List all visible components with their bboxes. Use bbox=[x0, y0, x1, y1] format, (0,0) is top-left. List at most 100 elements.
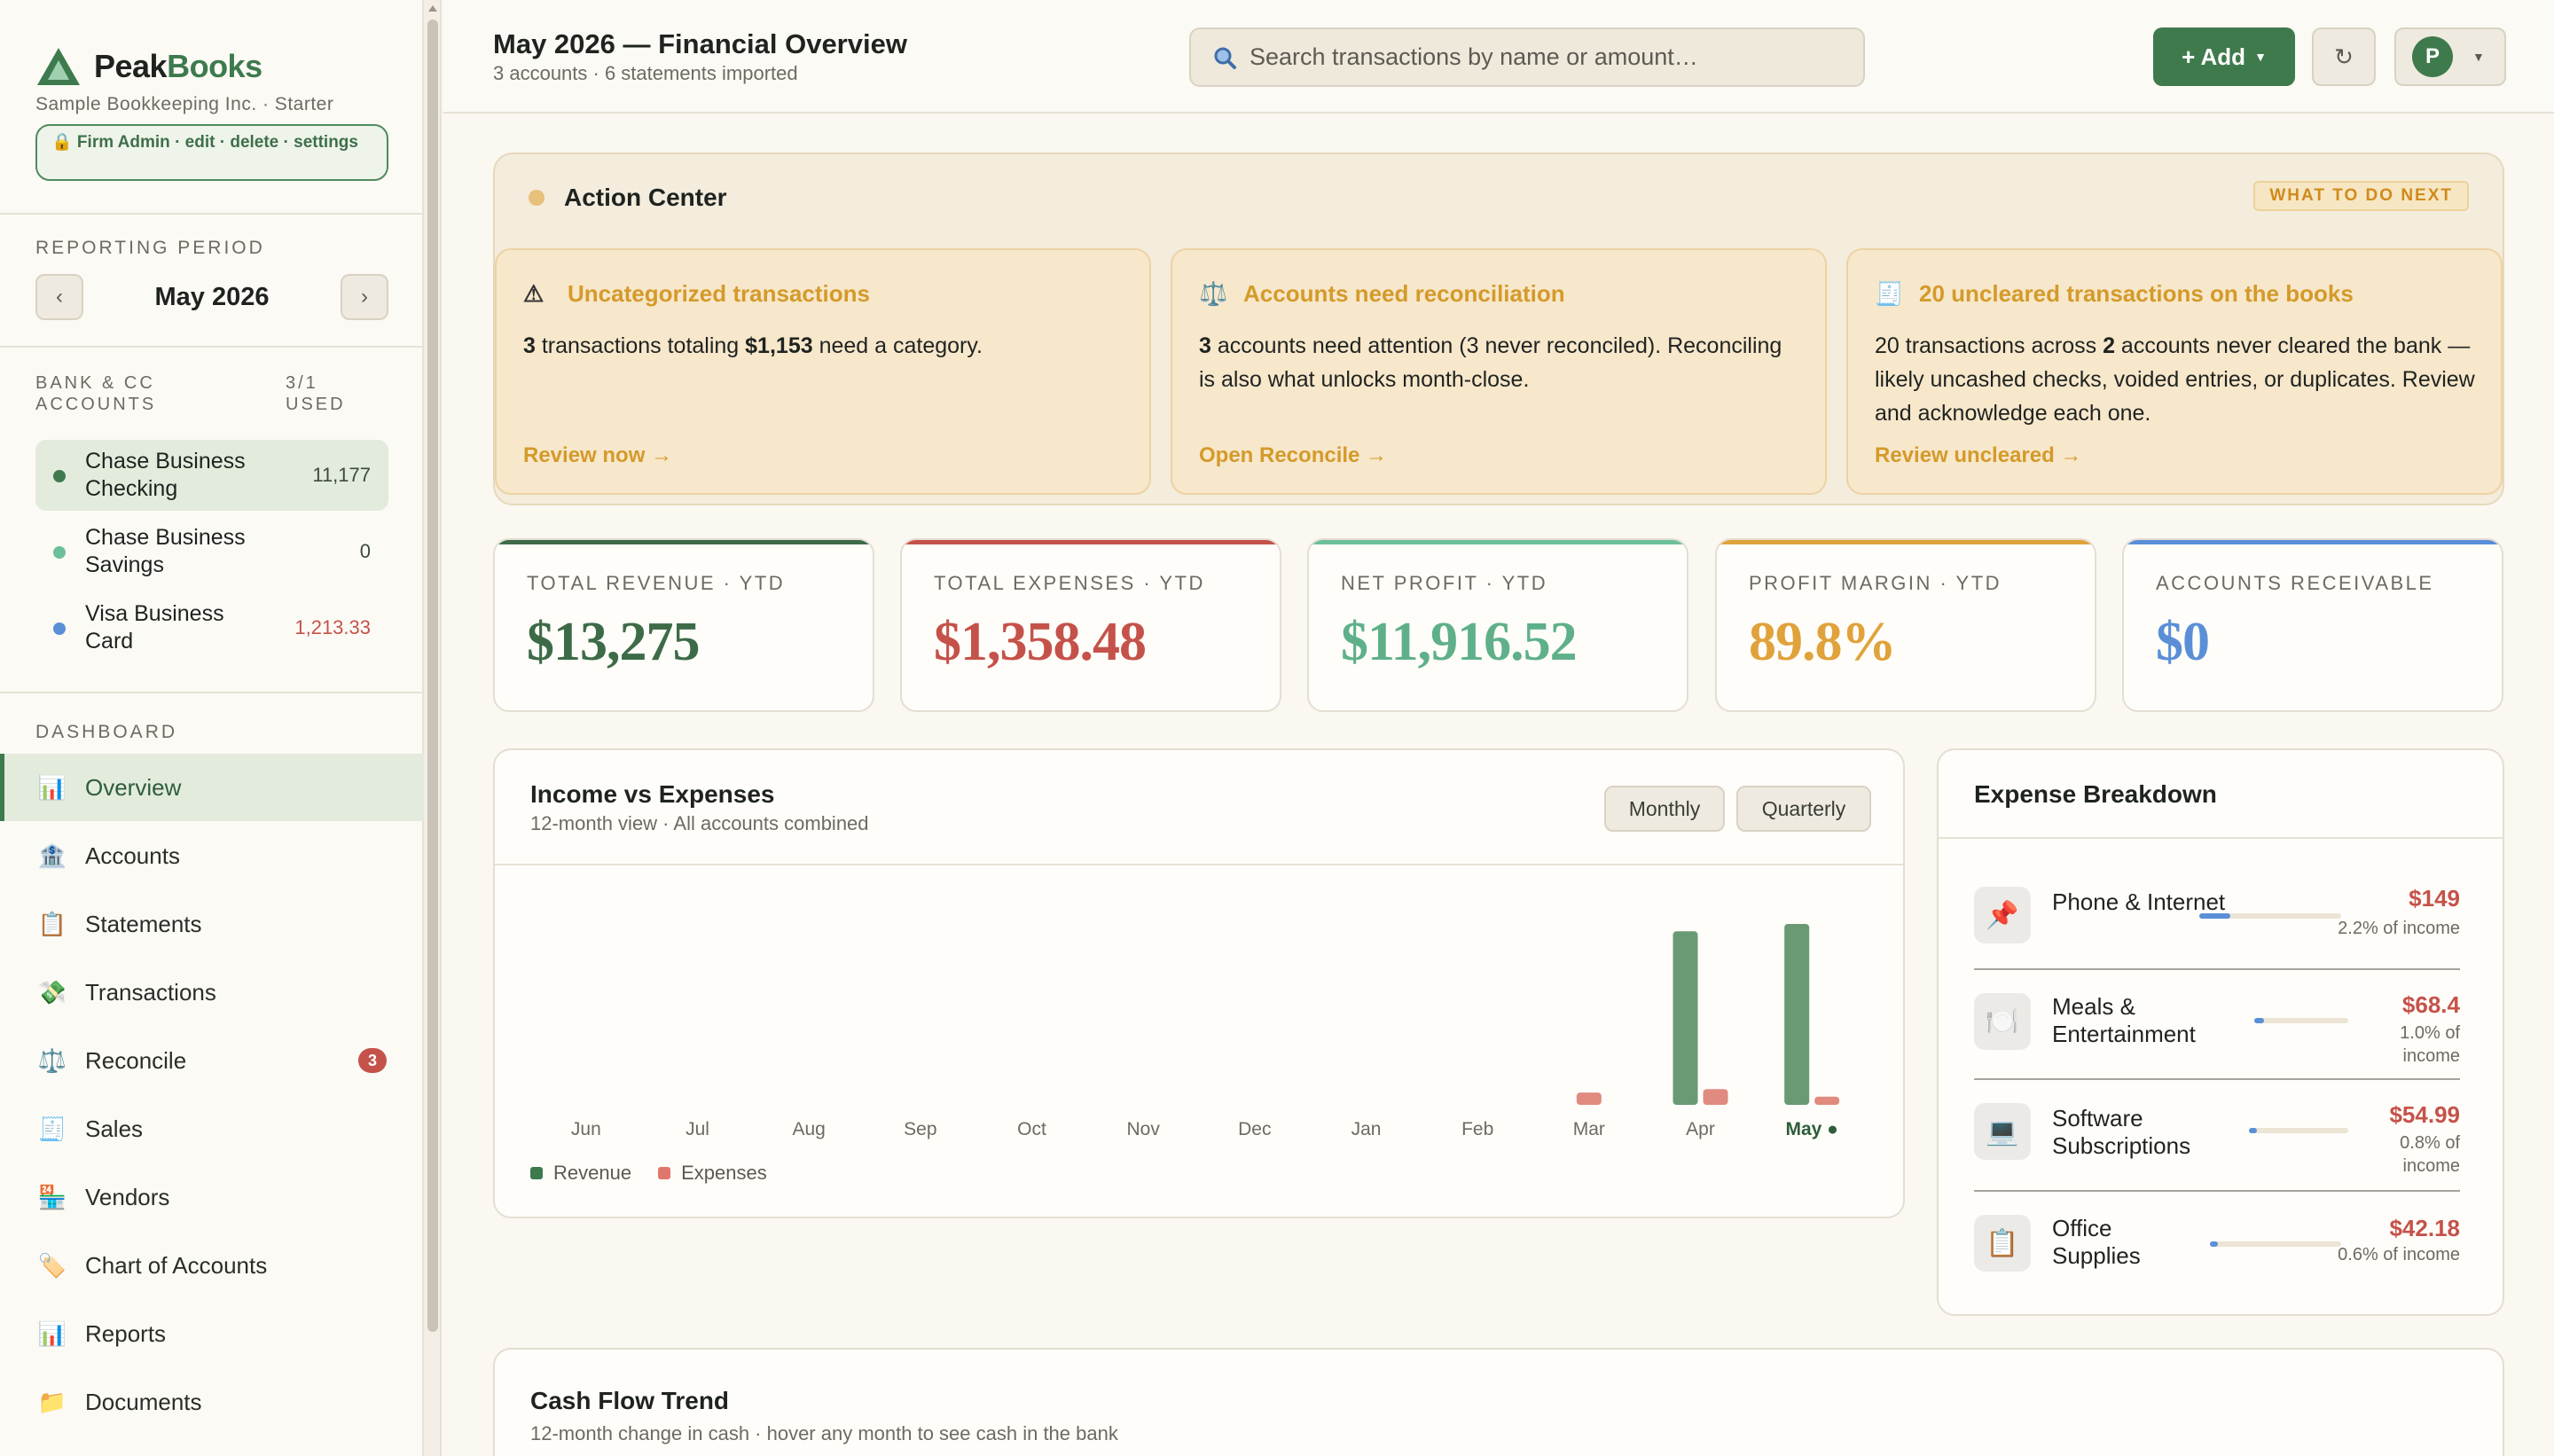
kpi-profit-margin: PROFIT MARGIN · YTD 89.8% bbox=[1715, 538, 2096, 712]
divider bbox=[1974, 1190, 2460, 1192]
expense-category: Office Supplies bbox=[2052, 1215, 2141, 1269]
sidebar-item-label: Accounts bbox=[85, 842, 180, 869]
brand-name: PeakBooks bbox=[94, 48, 262, 84]
legend-expenses: Expenses bbox=[658, 1162, 767, 1185]
expense-row-phone-internet[interactable]: 📌 Phone & Internet $149 2.2% of income bbox=[1974, 885, 2460, 943]
sidebar-item-reconcile[interactable]: ⚖️ Reconcile 3 bbox=[0, 1027, 424, 1094]
expense-share-fill bbox=[2199, 913, 2231, 919]
expense-row-office-supplies[interactable]: 📋 Office Supplies $42.18 0.6% of income bbox=[1974, 1208, 2460, 1279]
expense-bar[interactable] bbox=[1576, 1092, 1602, 1105]
x-tick-label: Mar bbox=[1573, 1119, 1605, 1139]
sidebar-item-transactions[interactable]: 💸 Transactions bbox=[0, 959, 424, 1026]
divider bbox=[1974, 968, 2460, 970]
kpi-label: TOTAL EXPENSES · YTD bbox=[934, 572, 1205, 594]
sidebar-item-label: Transactions bbox=[85, 978, 216, 1006]
revenue-bar[interactable] bbox=[1673, 931, 1698, 1105]
search-input[interactable] bbox=[1250, 43, 1853, 71]
reconcile-count-badge: 3 bbox=[358, 1048, 387, 1073]
add-button[interactable]: + Add ▼ bbox=[2153, 27, 2295, 86]
sidebar-item-label: Reports bbox=[85, 1319, 167, 1347]
kpi-total-expenses: TOTAL EXPENSES · YTD $1,358.48 bbox=[900, 538, 1281, 712]
plate-icon: 🍽️ bbox=[1974, 993, 2031, 1050]
revenue-swatch bbox=[530, 1167, 543, 1179]
search-icon bbox=[1214, 47, 1236, 69]
user-menu-button[interactable]: P ▼ bbox=[2394, 27, 2506, 86]
kpi-net-profit: NET PROFIT · YTD $11,916.52 bbox=[1307, 538, 1688, 712]
scrollbar-thumb[interactable] bbox=[427, 20, 438, 1332]
accounts-usage: 3/1 USED bbox=[286, 373, 346, 414]
expense-breakdown-card: Expense Breakdown 📌 Phone & Internet $14… bbox=[1937, 748, 2504, 1316]
kpi-label: ACCOUNTS RECEIVABLE bbox=[2156, 572, 2434, 594]
divider bbox=[0, 346, 424, 348]
sidebar-item-vendors[interactable]: 🏪 Vendors bbox=[0, 1163, 424, 1231]
kpi-accounts-receivable: ACCOUNTS RECEIVABLE $0 bbox=[2122, 538, 2503, 712]
next-period-button[interactable]: › bbox=[341, 274, 388, 320]
prev-period-button[interactable]: ‹ bbox=[35, 274, 83, 320]
refresh-icon: ↻ bbox=[2334, 43, 2354, 70]
kpi-label: PROFIT MARGIN · YTD bbox=[1749, 572, 2002, 594]
account-status-dot bbox=[53, 622, 66, 635]
expense-row-software[interactable]: 💻 Software Subscriptions $54.99 0.8% of … bbox=[1974, 1100, 2460, 1179]
sidebar-item-overview[interactable]: 📊 Overview bbox=[0, 754, 424, 821]
money-icon: 💸 bbox=[37, 978, 67, 1006]
sidebar-item-reports[interactable]: 📊 Reports bbox=[0, 1300, 424, 1367]
divider bbox=[0, 692, 424, 693]
dashboard-label: DASHBOARD bbox=[35, 722, 178, 742]
sidebar-scrollbar[interactable] bbox=[424, 0, 442, 1456]
refresh-button[interactable]: ↻ bbox=[2312, 27, 2376, 86]
expense-share-bar bbox=[2199, 913, 2341, 919]
account-name: Chase Business Savings bbox=[85, 525, 246, 577]
expenses-swatch bbox=[658, 1167, 671, 1179]
x-tick-label: Jan bbox=[1351, 1119, 1382, 1139]
brand[interactable]: PeakBooks bbox=[35, 46, 262, 87]
cash-flow-title: Cash Flow Trend bbox=[530, 1387, 730, 1414]
review-uncleared-link[interactable]: Review uncleared → bbox=[1875, 443, 2082, 467]
action-card-uncategorized: ⚠ Uncategorized transactions 3 transactio… bbox=[495, 248, 1151, 495]
expense-amount: $54.99 bbox=[2389, 1101, 2460, 1128]
account-item-chase-savings[interactable]: Chase Business Savings 0 bbox=[35, 516, 388, 587]
account-name: Chase Business Checking bbox=[85, 449, 246, 501]
sidebar-item-label: Reconcile bbox=[85, 1046, 187, 1074]
x-tick-label: Aug bbox=[792, 1119, 825, 1139]
x-tick-label: Jun bbox=[571, 1119, 601, 1139]
sidebar-item-documents[interactable]: 📁 Documents bbox=[0, 1368, 424, 1436]
expense-bar[interactable] bbox=[1814, 1096, 1840, 1105]
sidebar-item-label: Vendors bbox=[85, 1183, 170, 1210]
clipboard-icon: 📋 bbox=[37, 910, 67, 937]
expense-category: Phone & Internet bbox=[2052, 888, 2226, 915]
expense-category: Software Subscriptions bbox=[2052, 1105, 2191, 1159]
review-now-link[interactable]: Review now → bbox=[523, 443, 673, 467]
sidebar: PeakBooks Sample Bookkeeping Inc. · Star… bbox=[0, 0, 424, 1456]
accounts-label: BANK & CC ACCOUNTS bbox=[35, 373, 157, 414]
revenue-bar[interactable] bbox=[1784, 924, 1810, 1105]
expense-bar[interactable] bbox=[1703, 1089, 1728, 1105]
sidebar-item-sales[interactable]: 🧾 Sales bbox=[0, 1095, 424, 1162]
sidebar-item-chart-of-accounts[interactable]: 🏷️ Chart of Accounts bbox=[0, 1232, 424, 1299]
monthly-toggle[interactable]: Monthly bbox=[1604, 786, 1725, 832]
expense-percent: 1.0% of income bbox=[2400, 1023, 2460, 1066]
expense-row-meals[interactable]: 🍽️ Meals & Entertainment $68.4 1.0% of i… bbox=[1974, 990, 2460, 1069]
search-box[interactable] bbox=[1189, 27, 1865, 87]
action-card-title: Uncategorized transactions bbox=[568, 280, 870, 307]
expense-share-fill bbox=[2210, 1241, 2218, 1247]
quarterly-toggle[interactable]: Quarterly bbox=[1736, 786, 1871, 832]
sidebar-item-label: Chart of Accounts bbox=[85, 1251, 268, 1279]
chart-icon: 📊 bbox=[37, 773, 67, 801]
x-tick-label: Sep bbox=[904, 1119, 936, 1139]
laptop-icon: 💻 bbox=[1974, 1103, 2031, 1160]
clipboard-icon: 📋 bbox=[1974, 1215, 2031, 1272]
expense-percent: 0.6% of income bbox=[2338, 1245, 2460, 1264]
bar-chart-icon: 📊 bbox=[37, 1319, 67, 1347]
expense-share-bar bbox=[2254, 1018, 2348, 1023]
account-item-chase-checking[interactable]: Chase Business Checking 11,177 bbox=[35, 440, 388, 511]
sidebar-item-accounts[interactable]: 🏦 Accounts bbox=[0, 822, 424, 889]
sidebar-item-statements[interactable]: 📋 Statements bbox=[0, 890, 424, 958]
page-title: May 2026 — Financial Overview bbox=[493, 28, 907, 59]
account-balance: 11,177 bbox=[312, 464, 371, 486]
scroll-up-arrow-icon[interactable] bbox=[428, 5, 437, 12]
divider bbox=[495, 864, 1903, 865]
expense-amount: $68.4 bbox=[2401, 991, 2460, 1018]
open-reconcile-link[interactable]: Open Reconcile → bbox=[1199, 443, 1388, 467]
account-item-visa-card[interactable]: Visa Business Card 1,213.33 bbox=[35, 592, 388, 663]
x-tick-label: Oct bbox=[1017, 1119, 1046, 1139]
